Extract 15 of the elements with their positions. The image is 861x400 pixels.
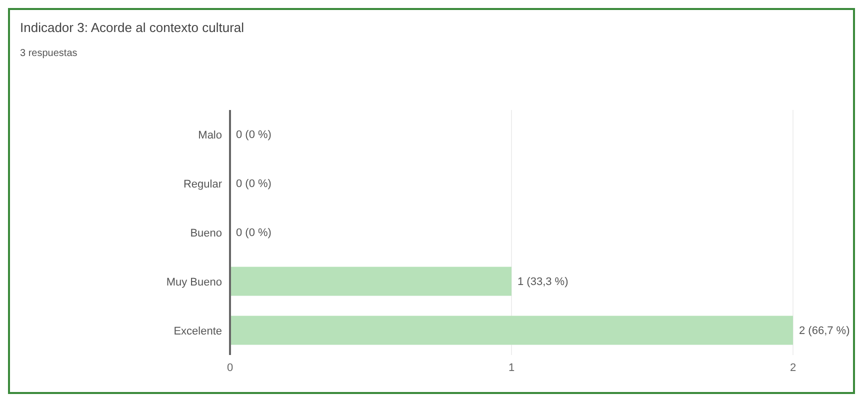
data-label: 2 (66,7 %) [799,325,850,338]
data-label: 0 (0 %) [236,178,272,190]
x-tick-label: 0 [226,362,234,374]
y-tick-label: Excelente [174,325,222,338]
x-tick-label: 1 [508,362,515,374]
y-tick-label: Regular [183,178,222,190]
data-label: 0 (0 %) [236,227,272,240]
data-label: 1 (33,3 %) [518,276,568,288]
text: 3 respuestas [20,48,78,59]
y-tick-label: Malo [198,129,222,142]
chart-title: Indicador 3: Acorde al contexto cultural [20,20,244,35]
data-label: 0 (0 %) [236,129,272,142]
y-tick-label: Muy Bueno [166,276,222,288]
y-tick-label: Bueno [190,227,222,240]
x-tick-label: 2 [790,362,796,374]
